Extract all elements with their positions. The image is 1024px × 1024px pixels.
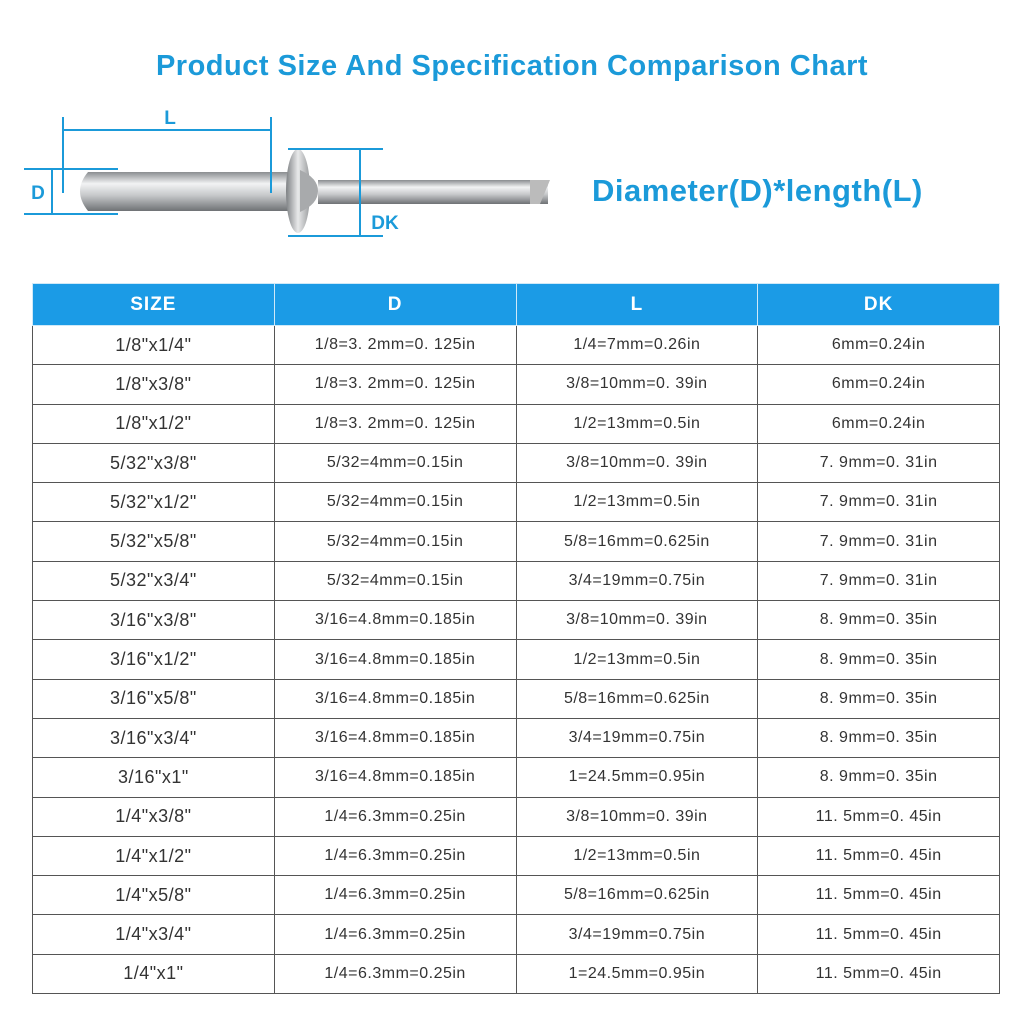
cell-size: 1/8"x3/8" [32, 364, 275, 405]
cell-l: 1/2=13mm=0.5in [515, 639, 759, 680]
table-row: 1/4"x3/8" 1/4=6.3mm=0.25in 3/8=10mm=0. 39i… [32, 796, 1000, 837]
cell-d: 1/8=3. 2mm=0. 125in [273, 324, 517, 366]
cell-size: 5/32"x3/4" [32, 560, 275, 602]
cell-d: 1/8=3. 2mm=0. 125in [273, 364, 517, 405]
cell-size: 1/4"x3/8" [32, 796, 275, 837]
cell-d: 1/4=6.3mm=0.25in [273, 796, 517, 837]
cell-size: 1/4"x1" [32, 953, 275, 995]
cell-l: 5/8=16mm=0.625in [515, 521, 759, 562]
table-row: 5/32"x3/4" 5/32=4mm=0.15in 3/4=19mm=0.75in… [32, 560, 1000, 602]
cell-size: 3/16"x5/8" [32, 678, 275, 719]
cell-l: 1/2=13mm=0.5in [515, 403, 759, 444]
label-l: L [164, 108, 176, 129]
spec-table: SIZE D L DK 1/8"x1/4" 1/8=3. 2mm=0. 125in… [32, 283, 1000, 995]
cell-dk: 8. 9mm=0. 35in [757, 600, 1000, 641]
cell-dk: 8. 9mm=0. 35in [757, 639, 1000, 680]
cell-dk: 7. 9mm=0. 31in [757, 482, 1000, 523]
cell-dk: 11. 5mm=0. 45in [757, 796, 1000, 837]
table-row: 3/16"x3/8" 3/16=4.8mm=0.185in 3/8=10mm=0. … [32, 600, 1000, 641]
cell-l: 3/4=19mm=0.75in [515, 914, 759, 955]
cell-size: 5/32"x1/2" [32, 482, 275, 523]
cell-dk: 6mm=0.24in [757, 403, 1000, 444]
dimension-lines [24, 117, 383, 237]
cell-dk: 8. 9mm=0. 35in [757, 678, 1000, 719]
cell-l: 3/8=10mm=0. 39in [515, 442, 759, 484]
cell-l: 3/8=10mm=0. 39in [515, 600, 759, 641]
cell-size: 1/4"x3/4" [32, 914, 275, 955]
cell-size: 3/16"x3/4" [32, 717, 275, 759]
header-size: SIZE [32, 283, 275, 326]
table-row: 3/16"x5/8" 3/16=4.8mm=0.185in 5/8=16mm=0.6… [32, 678, 1000, 719]
cell-l: 1/2=13mm=0.5in [515, 482, 759, 523]
cell-dk: 6mm=0.24in [757, 364, 1000, 405]
cell-dk: 11. 5mm=0. 45in [757, 875, 1000, 916]
table-row: 1/4"x1/2" 1/4=6.3mm=0.25in 1/2=13mm=0.5in 1… [32, 835, 1000, 877]
cell-d: 5/32=4mm=0.15in [273, 482, 517, 523]
label-d: D [31, 183, 45, 204]
cell-l: 1/2=13mm=0.5in [515, 835, 759, 877]
cell-l: 1=24.5mm=0.95in [515, 953, 759, 995]
table-row: 3/16"x1" 3/16=4.8mm=0.185in 1=24.5mm=0.95i… [32, 757, 1000, 798]
table-row: 3/16"x1/2" 3/16=4.8mm=0.185in 1/2=13mm=0.5… [32, 639, 1000, 680]
table-header-row: SIZE D L DK [32, 283, 1000, 326]
cell-d: 3/16=4.8mm=0.185in [273, 678, 517, 719]
cell-d: 1/8=3. 2mm=0. 125in [273, 403, 517, 444]
table-row: 5/32"x1/2" 5/32=4mm=0.15in 1/2=13mm=0.5in 7… [32, 482, 1000, 523]
cell-size: 3/16"x1" [32, 757, 275, 798]
cell-d: 1/4=6.3mm=0.25in [273, 875, 517, 916]
table-row: 5/32"x3/8" 5/32=4mm=0.15in 3/8=10mm=0. 39i… [32, 442, 1000, 484]
cell-dk: 7. 9mm=0. 31in [757, 560, 1000, 602]
cell-dk: 11. 5mm=0. 45in [757, 835, 1000, 877]
cell-dk: 11. 5mm=0. 45in [757, 914, 1000, 955]
table-row: 1/4"x5/8" 1/4=6.3mm=0.25in 5/8=16mm=0.625i… [32, 875, 1000, 916]
cell-size: 5/32"x5/8" [32, 521, 275, 562]
cell-d: 1/4=6.3mm=0.25in [273, 953, 517, 995]
rivet-diagram: L D DK [24, 108, 550, 237]
cell-d: 3/16=4.8mm=0.185in [273, 639, 517, 680]
table-row: 1/8"x1/4" 1/8=3. 2mm=0. 125in 1/4=7mm=0.26… [32, 324, 1000, 366]
cell-l: 3/4=19mm=0.75in [515, 717, 759, 759]
cell-l: 3/8=10mm=0. 39in [515, 364, 759, 405]
cell-d: 3/16=4.8mm=0.185in [273, 717, 517, 759]
table-row: 5/32"x5/8" 5/32=4mm=0.15in 5/8=16mm=0.625i… [32, 521, 1000, 562]
cell-size: 5/32"x3/8" [32, 442, 275, 484]
cell-l: 1=24.5mm=0.95in [515, 757, 759, 798]
cell-d: 5/32=4mm=0.15in [273, 442, 517, 484]
cell-l: 5/8=16mm=0.625in [515, 875, 759, 916]
cell-size: 1/4"x1/2" [32, 835, 275, 877]
table-row: 1/8"x3/8" 1/8=3. 2mm=0. 125in 3/8=10mm=0. … [32, 364, 1000, 405]
table-row: 3/16"x3/4" 3/16=4.8mm=0.185in 3/4=19mm=0.7… [32, 717, 1000, 759]
cell-dk: 8. 9mm=0. 35in [757, 757, 1000, 798]
cell-d: 5/32=4mm=0.15in [273, 560, 517, 602]
cell-dk: 6mm=0.24in [757, 324, 1000, 366]
cell-dk: 11. 5mm=0. 45in [757, 953, 1000, 995]
cell-size: 1/8"x1/4" [32, 324, 275, 366]
cell-l: 5/8=16mm=0.625in [515, 678, 759, 719]
cell-d: 5/32=4mm=0.15in [273, 521, 517, 562]
header-l: L [515, 283, 759, 326]
cell-dk: 8. 9mm=0. 35in [757, 717, 1000, 759]
diameter-length-caption: Diameter(D)*length(L) [592, 173, 923, 208]
cell-l: 3/4=19mm=0.75in [515, 560, 759, 602]
cell-l: 3/8=10mm=0. 39in [515, 796, 759, 837]
cell-l: 1/4=7mm=0.26in [515, 324, 759, 366]
cell-d: 3/16=4.8mm=0.185in [273, 757, 517, 798]
label-dk: DK [371, 213, 399, 234]
cell-size: 3/16"x3/8" [32, 600, 275, 641]
table-row: 1/4"x3/4" 1/4=6.3mm=0.25in 3/4=19mm=0.75in… [32, 914, 1000, 955]
cell-dk: 7. 9mm=0. 31in [757, 521, 1000, 562]
header-d: D [273, 283, 517, 326]
cell-d: 1/4=6.3mm=0.25in [273, 835, 517, 877]
table-row: 1/4"x1" 1/4=6.3mm=0.25in 1=24.5mm=0.95in 11… [32, 953, 1000, 995]
header-dk: DK [757, 283, 1000, 326]
cell-size: 1/8"x1/2" [32, 403, 275, 444]
cell-size: 1/4"x5/8" [32, 875, 275, 916]
cell-d: 1/4=6.3mm=0.25in [273, 914, 517, 955]
page-title: Product Size And Specification Compariso… [155, 50, 869, 82]
cell-dk: 7. 9mm=0. 31in [757, 442, 1000, 484]
rivet-image [80, 149, 550, 233]
cell-size: 3/16"x1/2" [32, 639, 275, 680]
table-row: 1/8"x1/2" 1/8=3. 2mm=0. 125in 1/2=13mm=0.5… [32, 403, 1000, 444]
cell-d: 3/16=4.8mm=0.185in [273, 600, 517, 641]
